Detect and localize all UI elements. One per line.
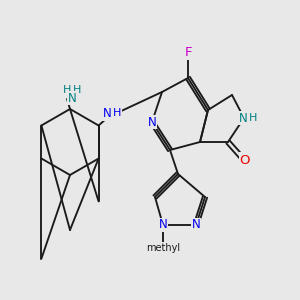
Text: N: N	[148, 116, 156, 128]
Text: N: N	[68, 92, 76, 104]
Text: F: F	[184, 46, 192, 59]
Text: N: N	[103, 107, 112, 120]
Text: N: N	[238, 112, 247, 124]
Text: H: H	[63, 85, 71, 95]
Text: N: N	[159, 218, 167, 232]
Text: methyl: methyl	[146, 243, 180, 253]
Text: N: N	[192, 218, 200, 232]
Text: H: H	[73, 85, 81, 95]
Text: O: O	[240, 154, 250, 166]
Text: H: H	[249, 113, 257, 123]
Text: H: H	[112, 109, 121, 118]
